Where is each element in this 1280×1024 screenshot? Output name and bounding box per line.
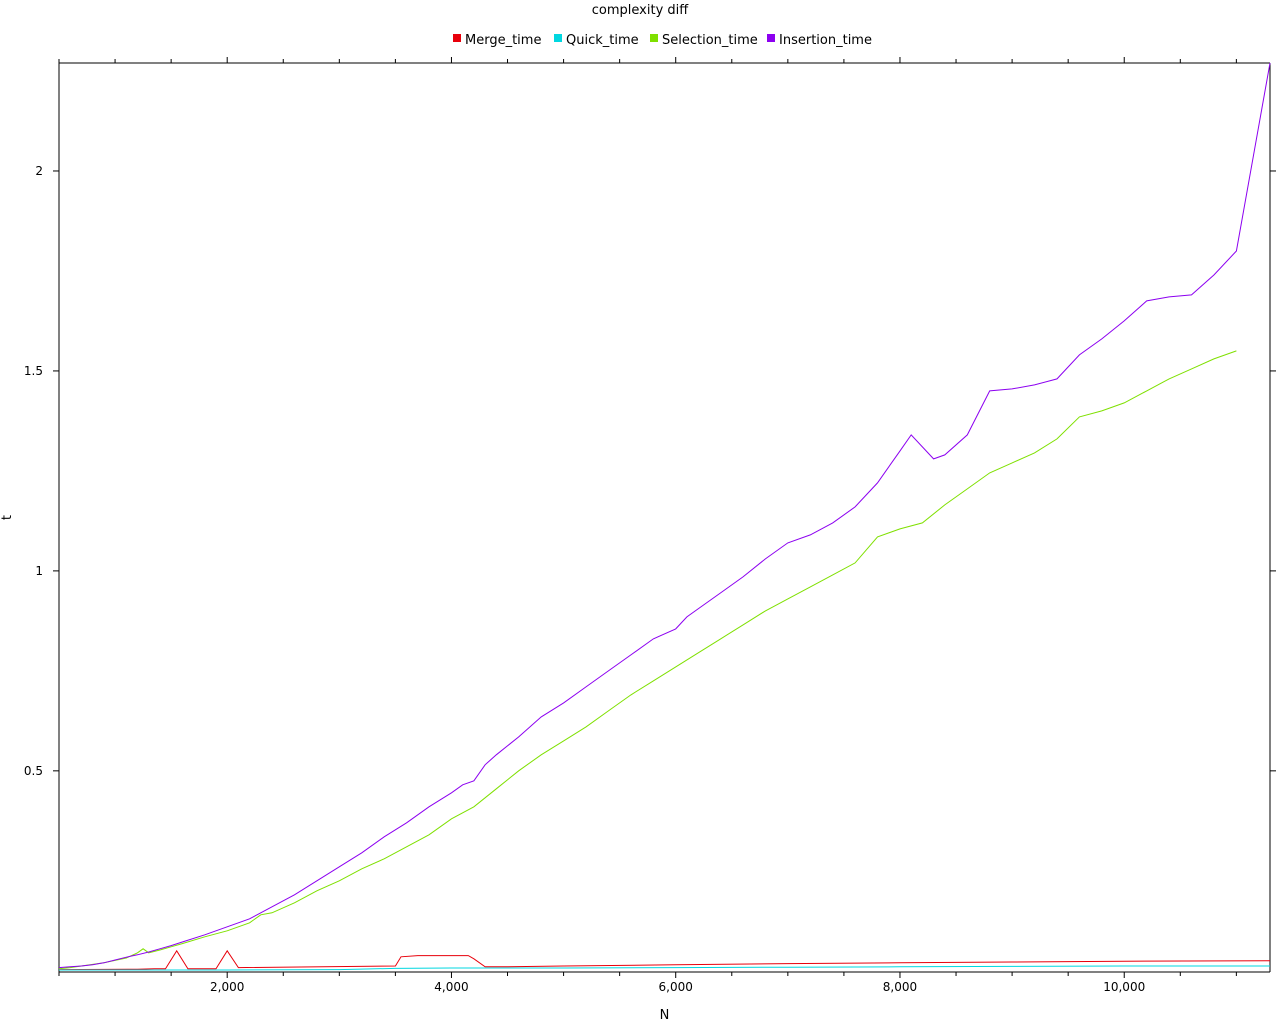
series-lines xyxy=(58,62,1271,971)
legend-swatch xyxy=(767,34,775,42)
x-tick-label: 2,000 xyxy=(210,980,244,994)
series-line-selection-time xyxy=(58,350,1237,970)
legend-swatch xyxy=(650,34,658,42)
x-axis-label: N xyxy=(660,1008,670,1023)
axes xyxy=(58,62,1271,973)
legend-swatch xyxy=(453,34,461,42)
legend-swatch xyxy=(554,34,562,42)
y-axis-label: t xyxy=(0,515,15,520)
y-tick-label: 1 xyxy=(35,564,43,578)
x-tick-label: 10,000 xyxy=(1103,980,1145,994)
series-line-insertion-time xyxy=(58,62,1271,969)
series-line-quick-time xyxy=(59,965,1270,971)
legend-label: Quick_time xyxy=(566,33,639,48)
x-tick-label: 6,000 xyxy=(659,980,693,994)
y-tick-label: 2 xyxy=(35,164,43,178)
legend-label: Merge_time xyxy=(465,33,541,48)
y-tick-label: 1.5 xyxy=(24,364,43,378)
legend-label: Insertion_time xyxy=(779,33,872,48)
legend-label: Selection_time xyxy=(662,33,758,48)
tick-labels: 2,000 4,000 6,000 8,000 10,000 0.5 1 1.5 2 xyxy=(24,164,1145,994)
x-tick-label: 8,000 xyxy=(883,980,917,994)
x-tick-label: 4,000 xyxy=(434,980,468,994)
chart-title: complexity diff xyxy=(592,3,689,18)
y-tick-label: 0.5 xyxy=(24,764,43,778)
tick-marks xyxy=(53,57,1276,978)
legend: Merge_time Quick_time Selection_time Insert… xyxy=(453,33,872,48)
series-line-merge-time xyxy=(58,949,1271,971)
